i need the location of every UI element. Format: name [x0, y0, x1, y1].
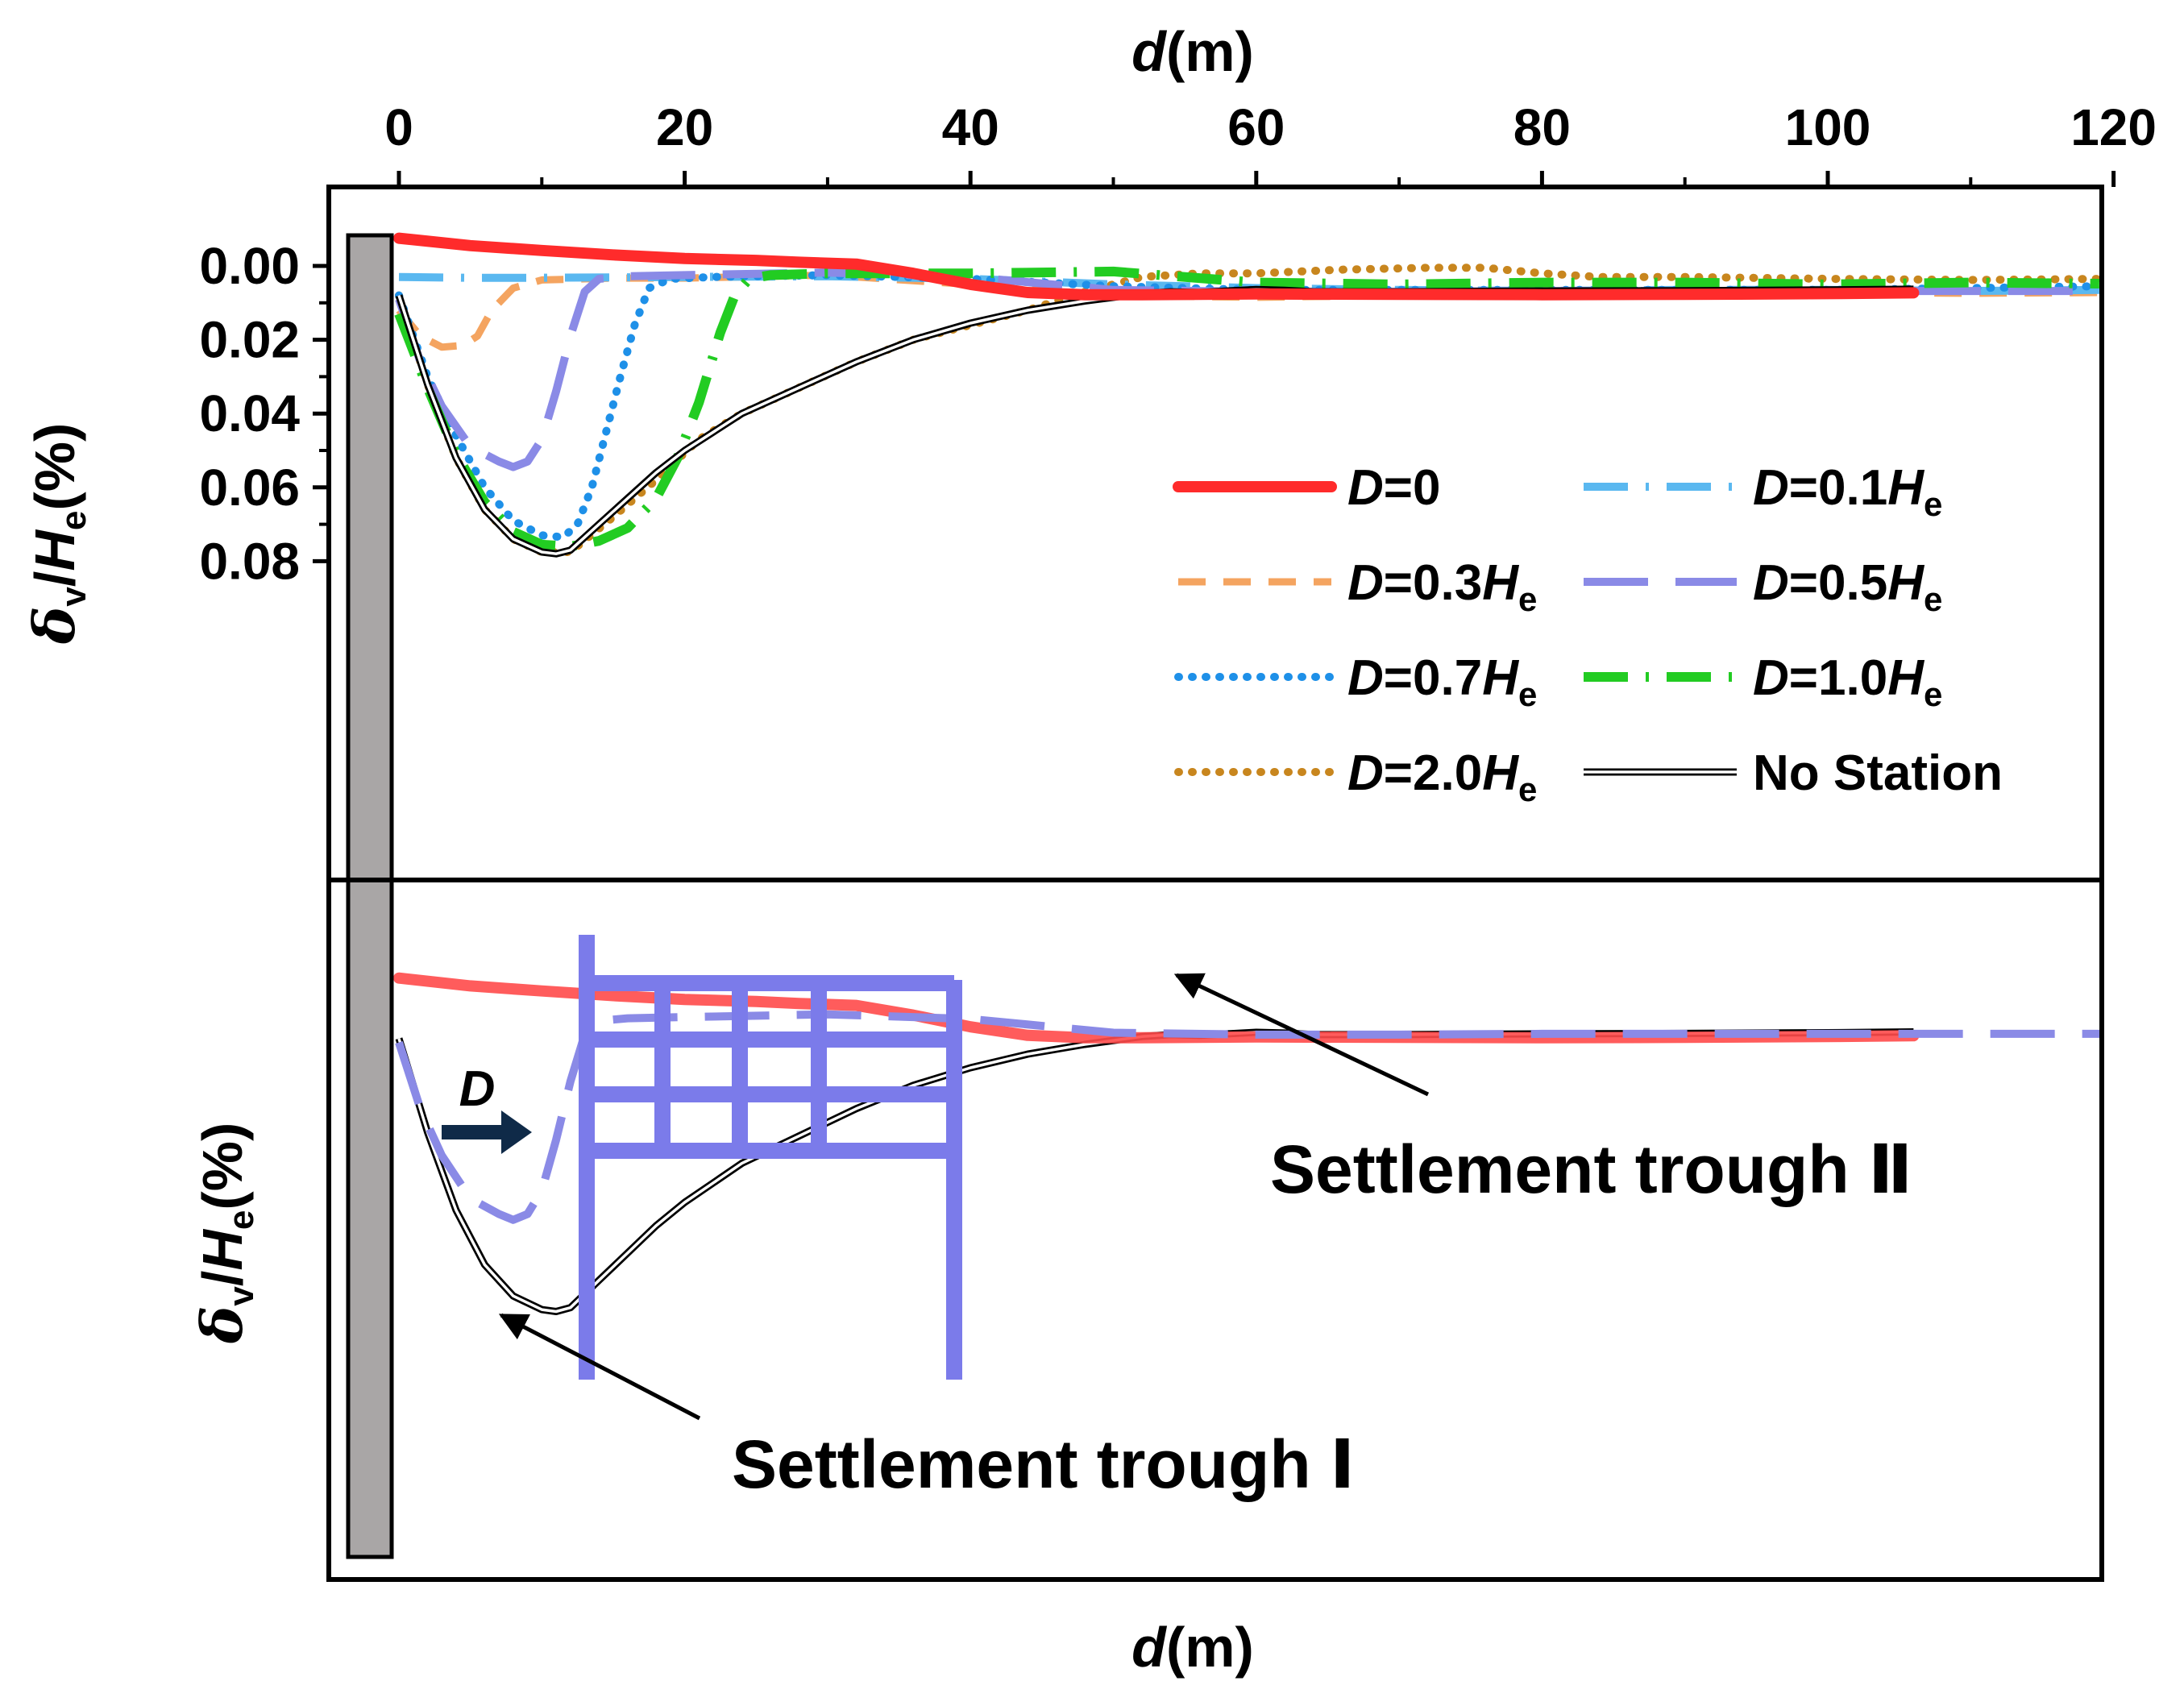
station-frame-diagram: [579, 935, 962, 1380]
x-tick-label: 60: [1227, 98, 1285, 156]
curve-d-0-top: [393, 232, 1920, 301]
x-tick-label: 80: [1513, 98, 1571, 156]
legend-item-no-station: No Station: [1584, 745, 2003, 801]
legend-item-d-0-7he: D=0.7He: [1174, 650, 1537, 713]
trough-2-arrow: [1173, 973, 1430, 1097]
offset-d-arrow: [442, 1110, 532, 1154]
y-axis-ticks: 0.00 0.02 0.04 0.06 0.08: [199, 237, 329, 590]
curve-d-0-5he-top: [395, 268, 2099, 471]
x-axis-title-bottom: d(m): [1131, 1616, 1254, 1679]
legend-label: D=0.3He: [1347, 555, 1537, 618]
svg-text:d(m): d(m): [1131, 20, 1254, 83]
legend: D=0 D=0.1He D=0.3He D=0.5He D=0.7He D=1.0He D=…: [1173, 460, 2003, 808]
x-tick-label: 0: [384, 98, 413, 156]
legend-label: No Station: [1753, 745, 2003, 801]
x-axis-ticks: 0 20 40 60 80 100 120: [384, 98, 2157, 187]
trough-1-arrow: [498, 1313, 701, 1421]
curve-d-1-0he-top: [394, 266, 2099, 552]
legend-item-d-0-1he: D=0.1He: [1584, 460, 1942, 523]
legend-item-d-1-0he: D=1.0He: [1584, 650, 1942, 713]
retaining-wall: [346, 233, 394, 1559]
legend-label: D=0.1He: [1753, 460, 1942, 523]
x-tick-label: 20: [656, 98, 713, 156]
svg-text:d(m): d(m): [1131, 1616, 1254, 1679]
y-tick-label: 0.08: [199, 532, 300, 590]
legend-label: D=0: [1347, 460, 1440, 516]
svg-text:δv/He(%): δv/He(%): [21, 423, 93, 645]
y-axis-title-top: δv/He(%): [21, 423, 93, 645]
legend-label: D=2.0He: [1347, 745, 1537, 808]
legend-label: D=0.5He: [1753, 555, 1942, 618]
legend-item-d-2-0he: D=2.0He: [1174, 745, 1537, 808]
legend-item-d-0-5he: D=0.5He: [1584, 555, 1942, 618]
trough-2-annotation: Settlement trough Ⅱ: [1173, 973, 1912, 1207]
legend-label: D=0.7He: [1347, 650, 1537, 713]
legend-item-d-0: D=0: [1173, 460, 1440, 516]
legend-item-d-0-3he: D=0.3He: [1178, 555, 1537, 618]
top-panel-curves: [393, 232, 2102, 558]
x-tick-label: 120: [2070, 98, 2157, 156]
x-tick-label: 40: [942, 98, 999, 156]
legend-label: D=1.0He: [1753, 650, 1942, 713]
y-tick-label: 0.02: [199, 311, 300, 369]
y-tick-label: 0.04: [199, 384, 300, 442]
x-tick-label: 100: [1785, 98, 1871, 156]
x-axis-title-top: d(m): [1131, 20, 1254, 83]
y-axis-title-bottom: δv/He(%): [189, 1123, 261, 1345]
svg-text:D: D: [459, 1061, 496, 1117]
curve-no-station-top-inner: [397, 288, 1914, 555]
svg-text:Settlement trough Ⅱ: Settlement trough Ⅱ: [1270, 1131, 1912, 1207]
y-tick-label: 0.00: [199, 237, 300, 295]
svg-text:Settlement trough Ⅰ: Settlement trough Ⅰ: [732, 1426, 1355, 1502]
curve-no-station-top-outer: [395, 285, 1914, 558]
svg-text:δv/He(%): δv/He(%): [189, 1123, 261, 1345]
curve-d-0-5he-bottom: [395, 1010, 2102, 1224]
y-tick-label: 0.06: [199, 459, 300, 517]
offset-d-annotation: D: [442, 1061, 532, 1154]
bottom-panel-frame: [326, 878, 2104, 1582]
trough-1-annotation: Settlement trough Ⅰ: [498, 1313, 1355, 1502]
